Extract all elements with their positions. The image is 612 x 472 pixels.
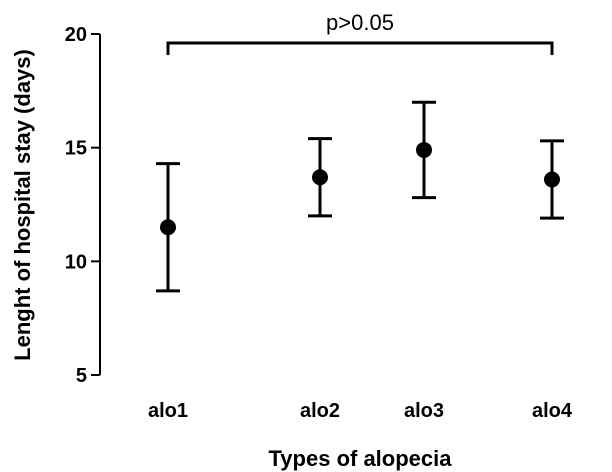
y-tick-label: 5 (76, 365, 87, 387)
error-bars (156, 100, 564, 293)
data-point (416, 141, 432, 158)
x-tick-label: alo2 (300, 400, 340, 422)
y-axis-title: Lenght of hospital stay (days) (10, 49, 35, 361)
y-tick-label: 15 (65, 138, 87, 160)
x-tick-label: alo3 (404, 400, 444, 422)
x-tick-label: alo4 (532, 400, 573, 422)
data-points (160, 141, 560, 236)
x-axis-title: Types of alopecia (269, 446, 453, 471)
x-axis-tick-labels: alo1 alo2 alo3 alo4 (148, 400, 573, 422)
significance-bracket: p>0.05 (166, 10, 554, 55)
data-point (312, 169, 328, 186)
p-value-label: p>0.05 (326, 10, 394, 35)
y-tick-label: 20 (65, 24, 87, 46)
data-point (160, 219, 176, 236)
bracket-line (166, 41, 554, 55)
data-point (544, 171, 560, 188)
x-tick-label: alo1 (148, 400, 188, 422)
y-tick-label: 10 (65, 251, 87, 273)
y-axis-ticks: 5 10 15 20 (65, 24, 100, 387)
